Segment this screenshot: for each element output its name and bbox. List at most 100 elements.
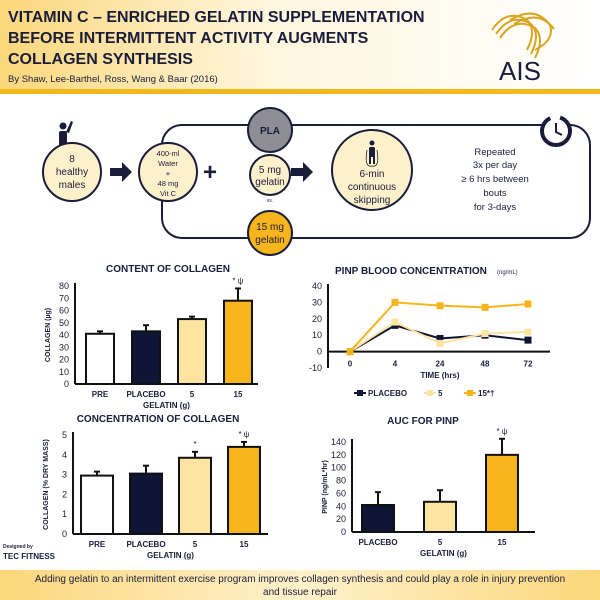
content-chart: CONTENT OF COLLAGEN 0 10 20 30 40 50 60 70 80 COLL… [45,264,258,410]
legend-marker [427,390,433,396]
y-tick-label: 30 [312,297,322,307]
y-tick-label: 5 [62,430,67,440]
designer-credit: Designed by TEC FITNESS [3,544,56,561]
placebo-circle [247,107,293,153]
x-tick-label: 15 [240,540,249,549]
data-point [391,298,399,306]
bar-pre [85,332,115,385]
pinp-title-unit: (ng/mL) [497,270,518,276]
x-axis-label: TIME (hrs) [420,371,459,380]
placebo-label: PLA [260,126,280,137]
y-tick-label: 100 [331,463,346,473]
data-point [524,336,532,344]
bar-placebo [129,472,163,535]
y-tick-label: 1 [62,509,67,519]
x-tick-label: 15 [498,538,507,547]
y-tick-label: 10 [312,330,322,340]
legend-marker [467,390,473,396]
y-tick-label: 140 [331,437,346,447]
bar-15 [227,445,261,536]
byline: By Shaw, Lee-Barthel, Ross, Wang & Baar … [8,74,218,85]
concentration-chart: CONCENTRATION OF COLLAGEN 0 1 2 3 4 5 COLLAGEN … [43,414,268,560]
header-divider [0,89,600,94]
ais-logo-text: AIS [499,56,541,86]
subjects-circle [42,142,102,202]
exercise-text: 6-min continuous skipping [348,169,396,206]
data-point [524,300,532,308]
x-tick-label: PRE [92,390,109,399]
x-axis-label: GELATIN (g) [143,401,190,410]
drink-circle [138,142,198,202]
pinp-chart: PINP BLOOD CONCENTRATION (ng/mL) -10 0 10 20 3… [309,266,550,398]
gelatin-5mg-text: 5 mg gelatin [255,165,284,188]
y-tick-label: 80 [336,476,346,486]
y-axis-label: COLLAGEN (% DRY MASS) [43,439,50,530]
bar-5 [178,456,212,535]
y-axis-label: PINP (ng/mL*hr) [322,460,329,514]
x-tick-label: PLACEBO [358,538,397,547]
title-line-1: VITAMIN C – ENRICHED GELATIN SUPPLEMENTA… [8,9,425,26]
legend-label: 5 [438,389,443,398]
y-tick-label: 40 [59,330,69,340]
y-tick-label: 30 [59,342,69,352]
significance-label: * ψ [496,427,507,436]
repeat-text: Repeated 3x per day ≥ 6 hrs between bouts fo… [461,147,529,213]
x-tick-label: 48 [481,360,490,369]
ais-ribbon-icon [491,12,555,59]
y-tick-label: 0 [317,347,322,357]
y-tick-label: -10 [309,363,322,373]
x-tick-label: 15 [234,390,243,399]
x-tick-label: 72 [524,360,533,369]
subjects-text: 8 healthy males [56,154,88,191]
title-line-2: BEFORE INTERMITTENT ACTIVITY AUGMENTS [8,30,369,47]
x-tick-label: 5 [190,390,195,399]
credit-tec-fitness: TEC FITNESS [3,552,56,561]
drink-text: 400-ml Water +48 mg Vit C [157,149,180,198]
exercise-circle [331,129,413,211]
data-point [436,339,444,347]
y-tick-label: 2 [62,489,67,499]
y-tick-label: 80 [59,281,69,291]
bar-15 [223,299,253,386]
bar-5 [177,318,207,386]
data-point [481,330,489,338]
bar-5 [423,500,457,533]
y-tick-label: 20 [336,514,346,524]
data-point [346,348,354,356]
header-background [0,0,600,90]
data-point [436,302,444,310]
y-tick-label: 10 [59,367,69,377]
x-axis-label: GELATIN (g) [420,549,467,558]
vs-label-2: vs. [267,198,273,204]
plus-sign: + [203,159,217,186]
data-point [436,334,444,342]
clock-icon [540,115,572,147]
y-tick-label: 20 [59,355,69,365]
gelatin-15mg-text: 15 mg gelatin [255,222,284,246]
data-point [524,328,532,336]
study-design-flow: 8 healthy males 400-ml Water +48 mg Vit C + P… [42,107,591,256]
y-tick-label: 70 [59,293,69,303]
legend-marker [357,390,363,396]
content-title: CONTENT OF COLLAGEN [106,264,230,275]
y-tick-label: 120 [331,450,346,460]
x-tick-label: PLACEBO [126,540,165,549]
significance-label: * ψ [238,430,249,439]
bar-15 [485,453,519,534]
legend-label: PLACEBO [368,389,407,398]
bar-pre [80,474,114,535]
concentration-title: CONCENTRATION OF COLLAGEN [77,414,240,425]
y-tick-label: 4 [62,450,67,460]
data-point [481,303,489,311]
gelatin-5mg-circle [249,154,291,196]
title-line-3: COLLAGEN SYNTHESIS [8,51,193,68]
y-tick-label: 0 [62,529,67,539]
auc-chart: AUC FOR PINP 0 20 40 60 80 100 120 140 PINP (ng/m… [322,416,535,558]
gelatin-15mg-circle [247,210,293,256]
y-tick-label: 3 [62,470,67,480]
x-tick-label: 5 [193,540,198,549]
y-tick-label: 0 [341,527,346,537]
x-axis-label: GELATIN (g) [147,551,194,560]
y-axis-label: COLLAGEN (µg) [45,308,52,362]
